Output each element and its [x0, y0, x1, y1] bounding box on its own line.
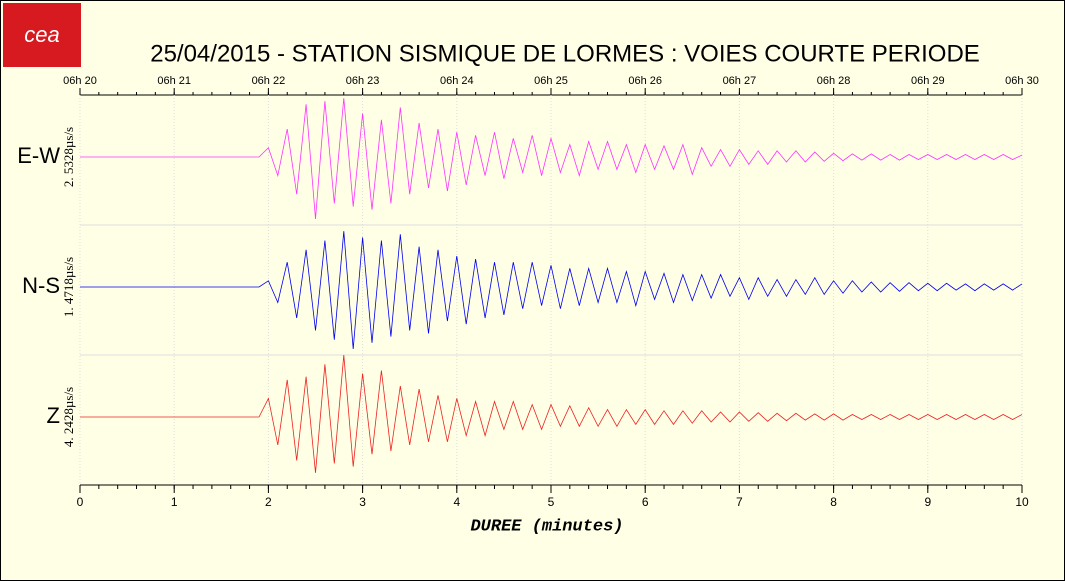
top-tick-label: 06h 29	[911, 75, 945, 87]
x-tick-label: 3	[359, 495, 366, 509]
trace	[80, 354, 1023, 473]
x-tick-label: 4	[453, 495, 460, 509]
top-tick-label: 06h 22	[252, 75, 286, 87]
top-tick-label: 06h 27	[723, 75, 757, 87]
top-tick-label: 06h 26	[628, 75, 662, 87]
top-tick-label: 06h 24	[440, 75, 474, 87]
x-tick-label: 0	[77, 495, 84, 509]
x-tick-label: 7	[736, 495, 743, 509]
x-tick-label: 10	[1015, 495, 1029, 509]
top-tick-label: 06h 20	[63, 75, 97, 87]
top-tick-label: 06h 23	[346, 75, 380, 87]
channel-scale: 1. 4718µs/s	[61, 257, 76, 317]
channel-name: E-W	[17, 143, 60, 168]
trace	[80, 98, 1023, 220]
top-tick-label: 06h 21	[157, 75, 191, 87]
x-axis-label: DUREE (minutes)	[470, 517, 623, 536]
channel-name: N-S	[22, 273, 60, 298]
channel-name: Z	[47, 403, 60, 428]
x-tick-label: 6	[642, 495, 649, 509]
channel-scale: 4. 2428µs/s	[61, 387, 76, 447]
trace	[80, 231, 1023, 350]
x-tick-label: 9	[924, 495, 931, 509]
chart-title: 25/04/2015 - STATION SISMIQUE DE LORMES …	[150, 40, 980, 67]
top-tick-label: 06h 30	[1005, 75, 1039, 87]
logo-box	[3, 3, 81, 67]
top-tick-label: 06h 28	[817, 75, 851, 87]
x-tick-label: 5	[548, 495, 555, 509]
x-tick-label: 2	[265, 495, 272, 509]
top-tick-label: 06h 25	[534, 75, 568, 87]
logo: cea	[24, 22, 59, 47]
x-tick-label: 1	[171, 495, 178, 509]
x-tick-label: 8	[830, 495, 837, 509]
channel-scale: 2. 5328µs/s	[61, 127, 76, 187]
